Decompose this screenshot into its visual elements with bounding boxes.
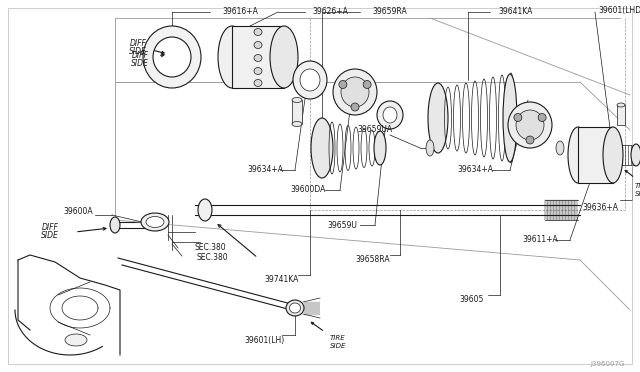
- Ellipse shape: [110, 217, 120, 233]
- Ellipse shape: [153, 37, 191, 77]
- Ellipse shape: [254, 55, 262, 61]
- Ellipse shape: [341, 77, 369, 107]
- Text: TIRE: TIRE: [330, 335, 346, 341]
- Ellipse shape: [270, 26, 298, 88]
- Text: SIDE: SIDE: [330, 343, 346, 349]
- Bar: [292, 100, 302, 124]
- Ellipse shape: [503, 74, 517, 162]
- Ellipse shape: [377, 101, 403, 129]
- Ellipse shape: [631, 144, 640, 166]
- Ellipse shape: [65, 334, 87, 346]
- Text: SIDE: SIDE: [131, 58, 149, 67]
- Ellipse shape: [351, 103, 359, 111]
- Text: 39600DA: 39600DA: [291, 186, 326, 195]
- Text: 39741KA: 39741KA: [265, 276, 299, 285]
- Ellipse shape: [286, 300, 304, 316]
- Ellipse shape: [428, 83, 448, 153]
- Ellipse shape: [508, 102, 552, 148]
- Ellipse shape: [514, 113, 522, 122]
- Text: SEC.380: SEC.380: [194, 244, 226, 253]
- Ellipse shape: [293, 61, 327, 99]
- Ellipse shape: [254, 29, 262, 35]
- Text: SIDE: SIDE: [635, 191, 640, 197]
- Ellipse shape: [218, 26, 246, 88]
- Ellipse shape: [141, 213, 169, 231]
- Ellipse shape: [374, 131, 386, 165]
- Text: 39611+A: 39611+A: [522, 235, 558, 244]
- Ellipse shape: [526, 136, 534, 144]
- Text: 39601(LHD: 39601(LHD: [598, 6, 640, 15]
- Text: 39600A: 39600A: [63, 208, 93, 217]
- Ellipse shape: [339, 80, 347, 89]
- Ellipse shape: [383, 107, 397, 123]
- Text: 39659RA: 39659RA: [372, 7, 408, 16]
- Ellipse shape: [568, 127, 588, 183]
- Text: 39616+A: 39616+A: [222, 7, 258, 16]
- Text: DIFF: DIFF: [42, 224, 58, 232]
- Text: 39659UA: 39659UA: [357, 125, 392, 135]
- Text: SIDE: SIDE: [41, 231, 59, 241]
- Ellipse shape: [556, 141, 564, 155]
- Text: 39605: 39605: [460, 295, 484, 305]
- Text: 39659U: 39659U: [327, 221, 357, 230]
- Ellipse shape: [289, 303, 301, 313]
- Text: 39641KA: 39641KA: [499, 7, 533, 16]
- Ellipse shape: [292, 122, 302, 126]
- Ellipse shape: [198, 199, 212, 221]
- Ellipse shape: [333, 69, 377, 115]
- Ellipse shape: [603, 127, 623, 183]
- Ellipse shape: [254, 67, 262, 74]
- Ellipse shape: [254, 80, 262, 87]
- Ellipse shape: [538, 113, 546, 122]
- Ellipse shape: [311, 118, 333, 178]
- Ellipse shape: [516, 110, 544, 140]
- Ellipse shape: [363, 80, 371, 89]
- Ellipse shape: [292, 97, 302, 103]
- Text: J396007G: J396007G: [591, 361, 625, 367]
- Bar: [578, 127, 613, 183]
- Text: DIFF: DIFF: [132, 51, 148, 60]
- Text: 39658RA: 39658RA: [356, 256, 390, 264]
- Text: 39636+A: 39636+A: [582, 203, 618, 212]
- Text: TIRE: TIRE: [635, 183, 640, 189]
- Ellipse shape: [426, 140, 434, 156]
- Bar: [617, 105, 625, 125]
- Text: 39601(LH): 39601(LH): [245, 336, 285, 344]
- Ellipse shape: [143, 26, 201, 88]
- Ellipse shape: [617, 103, 625, 107]
- Text: SIDE: SIDE: [129, 48, 147, 57]
- Ellipse shape: [300, 69, 320, 91]
- Text: DIFF: DIFF: [129, 39, 147, 48]
- Ellipse shape: [146, 217, 164, 228]
- Ellipse shape: [254, 42, 262, 48]
- Text: 39634+A: 39634+A: [247, 166, 283, 174]
- Text: 39634+A: 39634+A: [457, 166, 493, 174]
- Bar: [232, 26, 284, 88]
- Text: SEC.380: SEC.380: [196, 253, 228, 263]
- Text: 39626+A: 39626+A: [312, 7, 348, 16]
